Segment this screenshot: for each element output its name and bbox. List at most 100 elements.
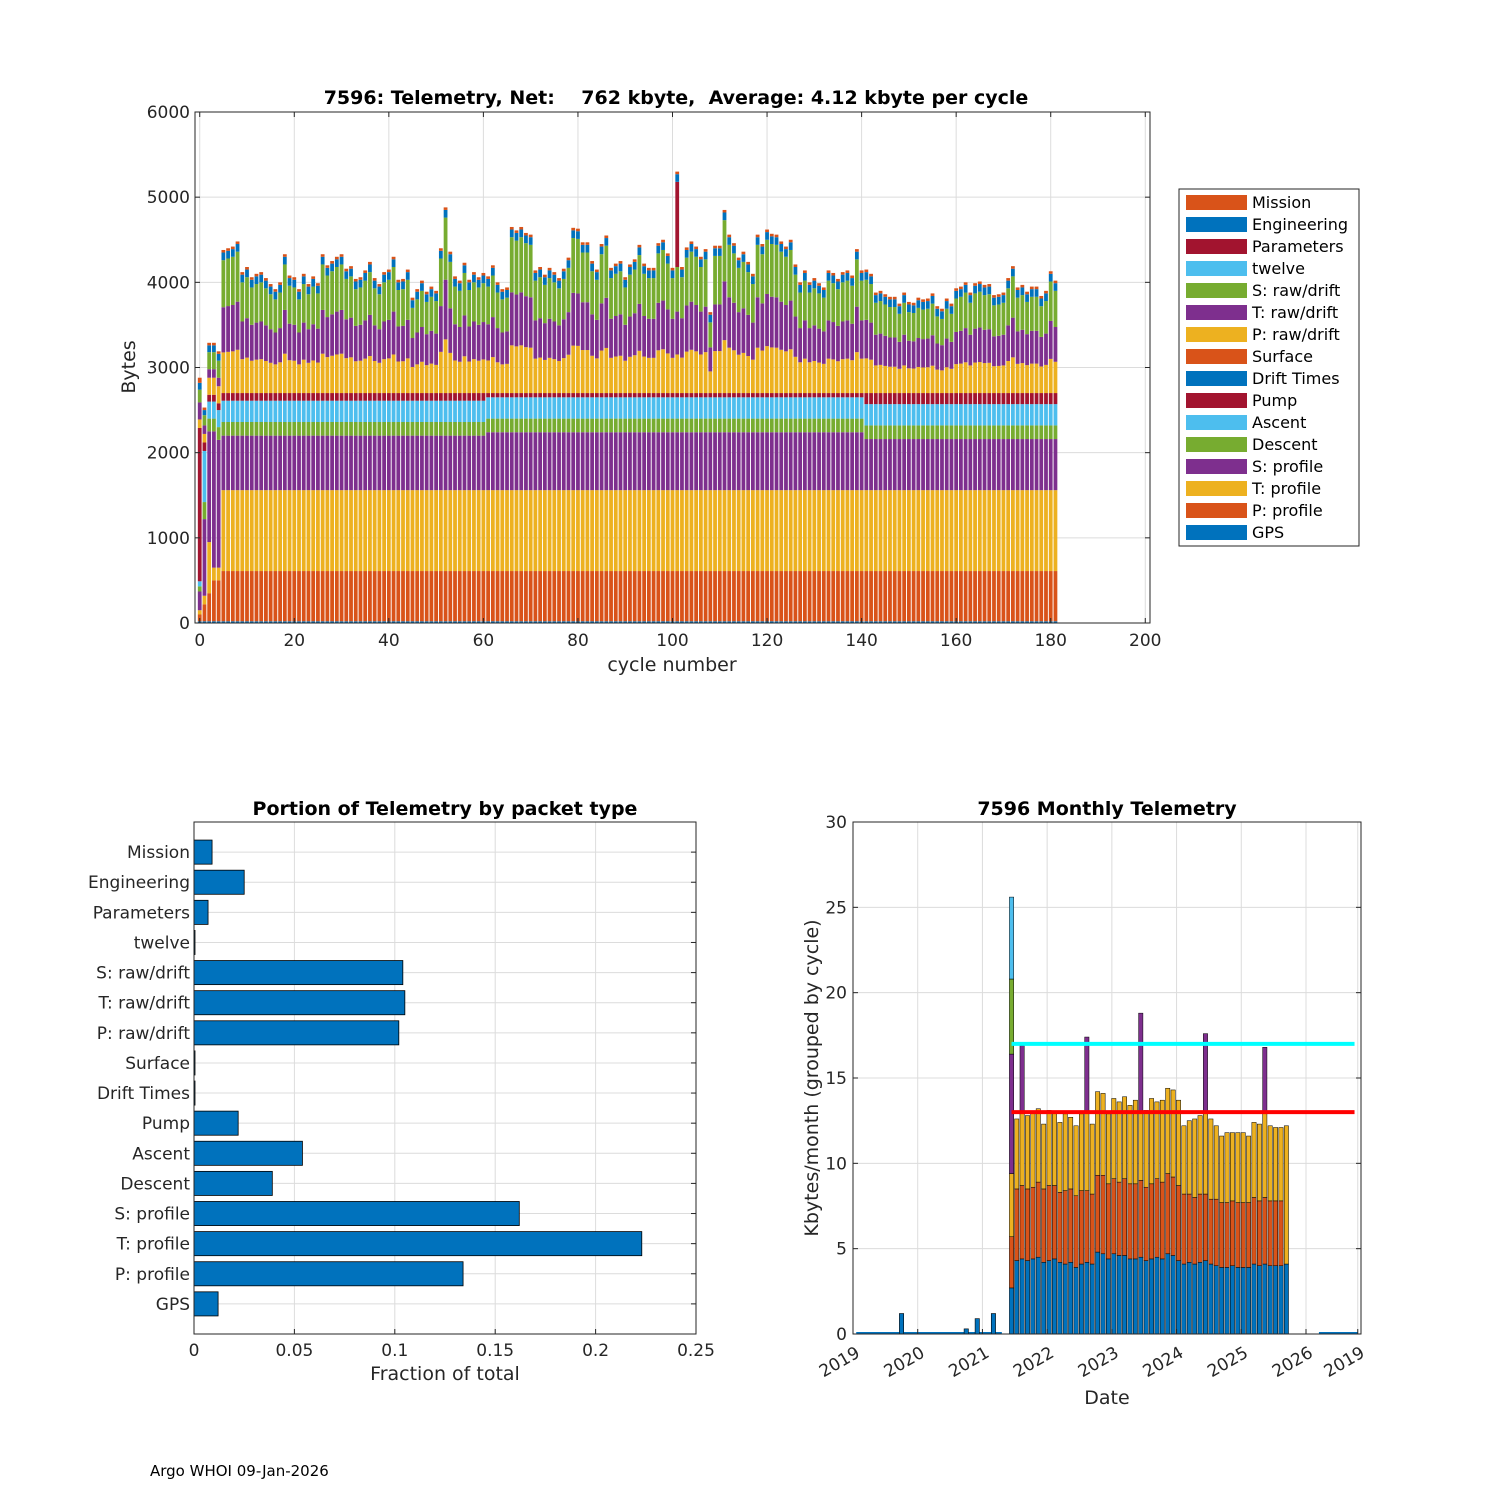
top-bar-segment — [746, 418, 751, 433]
top-bar-segment — [675, 267, 680, 312]
top-bar-segment — [368, 264, 372, 273]
top-bar-segment — [670, 357, 675, 394]
top-x-tick-label: 20 — [283, 631, 305, 651]
top-bar-segment — [240, 400, 245, 423]
top-bar-segment — [698, 393, 703, 398]
top-bar-segment — [604, 621, 609, 623]
top-bar-segment — [453, 621, 457, 623]
top-bar-segment — [746, 432, 751, 491]
top-bar-segment — [339, 621, 344, 623]
bl-category-label: Ascent — [132, 1144, 190, 1164]
top-bar-segment — [717, 245, 722, 249]
br-bar-segment — [1100, 1093, 1106, 1176]
br-bar-segment — [1165, 1253, 1171, 1335]
top-bar-segment — [1034, 621, 1039, 623]
top-bar-segment — [424, 294, 429, 302]
top-bar-segment — [334, 393, 339, 401]
top-bar-segment — [1029, 330, 1034, 364]
top-bar-segment — [1001, 393, 1006, 405]
top-bar-segment — [959, 330, 963, 364]
top-bar-segment — [698, 311, 703, 355]
top-bar-segment — [883, 490, 888, 572]
top-bar-segment — [807, 432, 812, 491]
top-bar-segment — [798, 362, 803, 394]
br-bar-segment — [1111, 1253, 1117, 1335]
top-bar-segment — [1044, 425, 1048, 440]
top-bar-segment — [287, 393, 292, 401]
bl-category-label: twelve — [134, 933, 190, 953]
top-bar-segment — [505, 432, 509, 491]
top-bar-segment — [420, 327, 424, 362]
top-bar-segment — [959, 363, 963, 394]
top-bar-segment — [684, 418, 689, 433]
bl-bar — [193, 990, 406, 1016]
top-bar-segment — [320, 393, 325, 401]
top-bar-segment — [821, 297, 826, 332]
top-bar-segment — [628, 267, 632, 275]
br-bar-segment — [1052, 1185, 1057, 1260]
top-bar-segment — [438, 351, 443, 394]
top-bar-segment — [571, 418, 576, 433]
top-bar-segment — [585, 418, 590, 433]
top-bar-segment — [665, 571, 670, 622]
top-bar-segment — [344, 571, 349, 622]
top-bar-segment — [656, 621, 661, 623]
top-bar-segment — [216, 351, 221, 354]
top-bar-segment — [330, 393, 334, 401]
top-bar-segment — [755, 347, 760, 394]
top-bar-segment — [1015, 621, 1020, 623]
top-bar-segment — [245, 422, 249, 436]
top-bar-segment — [547, 621, 552, 623]
top-bar-segment — [235, 621, 240, 623]
top-bar-segment — [996, 571, 1001, 622]
top-bar-segment — [533, 320, 538, 359]
top-bar-segment — [396, 422, 401, 436]
br-bar-segment — [1062, 1263, 1068, 1335]
br-bar-segment — [1041, 1188, 1047, 1263]
top-bar-segment — [401, 361, 405, 394]
top-bar-segment — [651, 270, 656, 279]
top-bar-segment — [892, 439, 897, 491]
top-bar-segment — [878, 439, 883, 491]
top-bar-segment — [448, 393, 453, 401]
top-bar-segment — [793, 432, 798, 491]
top-bar-segment — [864, 571, 869, 622]
top-bar-segment — [684, 247, 689, 250]
top-bar-segment — [386, 269, 391, 273]
br-bar-segment — [1246, 1202, 1252, 1268]
top-bar-segment — [1020, 621, 1025, 623]
top-bar-segment — [1034, 289, 1039, 297]
top-bar-segment — [334, 435, 339, 491]
top-bar-segment — [788, 418, 793, 433]
top-bar-segment — [675, 174, 680, 182]
top-bar-segment — [576, 397, 580, 419]
bl-category-label: Parameters — [93, 903, 190, 923]
top-bar-segment — [542, 323, 547, 360]
top-bar-segment — [992, 366, 996, 394]
top-bar-segment — [802, 320, 807, 359]
top-bar-segment — [382, 282, 386, 322]
br-bar-segment — [1035, 1108, 1041, 1183]
top-y-tick-label: 5000 — [147, 188, 190, 208]
top-bar-segment — [462, 262, 467, 266]
top-bar-segment — [840, 359, 845, 394]
top-bar-segment — [864, 439, 869, 491]
top-bar-segment — [207, 401, 212, 419]
top-bar-segment — [708, 490, 713, 572]
top-bar-segment — [954, 364, 959, 394]
top-bar-segment — [557, 288, 561, 326]
top-bar-segment — [443, 339, 448, 394]
br-bar-segment — [1068, 1117, 1074, 1190]
top-bar-segment — [784, 621, 788, 623]
top-bar-segment — [438, 400, 443, 423]
top-bar-segment — [207, 377, 212, 395]
top-bar-segment — [254, 393, 259, 401]
top-bar-segment — [892, 299, 897, 308]
top-bar-segment — [722, 490, 727, 572]
top-bar-segment — [519, 345, 524, 394]
top-bar-segment — [1039, 298, 1044, 307]
top-bar-segment — [1053, 425, 1058, 440]
top-bar-segment — [916, 307, 921, 339]
top-bar-segment — [221, 260, 226, 308]
top-bar-segment — [235, 251, 240, 302]
